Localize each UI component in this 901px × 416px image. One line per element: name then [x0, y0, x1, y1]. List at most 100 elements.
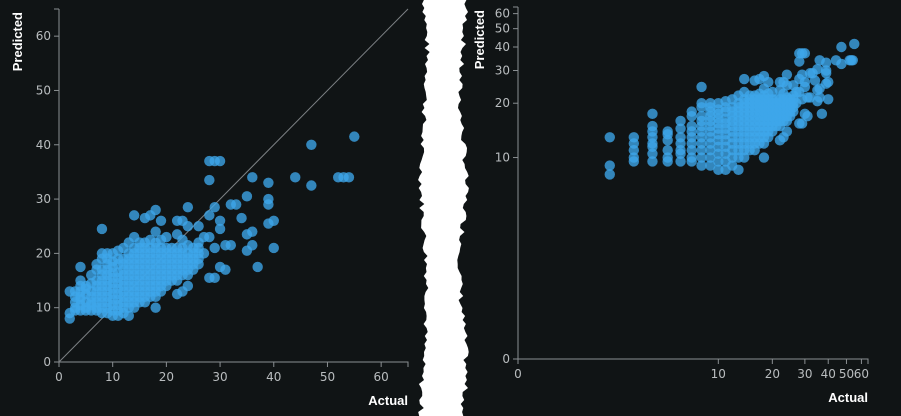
data-point — [230, 199, 242, 210]
data-point — [820, 65, 832, 76]
x-tick-label: 50 — [320, 370, 335, 384]
data-point — [799, 48, 811, 59]
data-point — [214, 223, 226, 235]
x-tick-label: 10 — [711, 367, 726, 381]
data-point — [647, 108, 658, 120]
x-tick-label: 40 — [821, 367, 836, 381]
data-point — [241, 191, 253, 202]
data-point — [781, 126, 793, 137]
data-point — [739, 152, 750, 163]
data-point — [128, 210, 140, 221]
data-point — [75, 261, 86, 273]
data-point — [204, 231, 215, 243]
data-point — [696, 98, 707, 109]
data-point — [268, 215, 279, 226]
data-point — [343, 172, 355, 183]
data-point — [802, 110, 813, 122]
data-point — [647, 120, 658, 132]
data-point — [705, 152, 716, 163]
data-point — [733, 164, 744, 176]
data-point — [675, 132, 686, 143]
data-point — [686, 152, 697, 163]
x-tick-label: 30 — [212, 370, 227, 384]
data-point — [809, 75, 821, 86]
data-point — [696, 160, 707, 171]
y-tick-label: 50 — [495, 22, 510, 36]
data-point — [686, 106, 697, 117]
data-point — [306, 180, 317, 191]
data-point — [796, 118, 808, 129]
data-point — [252, 261, 263, 273]
data-point — [696, 81, 707, 93]
data-point — [823, 94, 834, 105]
data-point — [247, 240, 258, 251]
data-point — [161, 231, 172, 243]
data-point — [290, 172, 301, 183]
x-tick-label: 40 — [266, 370, 281, 384]
data-point — [96, 223, 108, 235]
y-tick-label: 20 — [495, 96, 510, 110]
data-point — [604, 132, 615, 143]
data-point — [849, 38, 860, 50]
scatter-symlog: 0 10 20 30 40 50 600102030405060ActualPredicte… — [472, 6, 869, 405]
data-point — [794, 56, 805, 67]
data-point — [349, 131, 360, 142]
y-tick-label: 50 — [36, 83, 51, 97]
data-point — [247, 226, 258, 237]
data-point — [675, 123, 686, 134]
data-point — [155, 215, 167, 226]
data-point — [182, 202, 194, 213]
x-tick-label: 60 — [374, 370, 389, 384]
y-tick-label: 30 — [36, 192, 51, 206]
data-point — [263, 193, 274, 205]
data-point — [696, 110, 707, 122]
data-point — [236, 212, 247, 224]
y-tick-label: 60 — [495, 7, 510, 21]
axis-lines — [58, 9, 409, 367]
axis-lines — [517, 7, 869, 364]
data-point — [150, 226, 161, 237]
data-point — [306, 139, 317, 150]
data-point — [220, 264, 231, 275]
data-point — [247, 172, 258, 183]
data-point — [713, 164, 724, 176]
data-point — [214, 155, 226, 167]
data-point — [604, 160, 615, 171]
data-point — [182, 280, 194, 292]
x-tick-label: 0 — [514, 367, 522, 381]
data-point — [150, 204, 161, 216]
data-point — [204, 174, 215, 186]
y-axis-title: Predicted — [10, 12, 25, 71]
data-point — [204, 210, 215, 221]
data-point — [713, 156, 724, 167]
data-point — [823, 76, 834, 88]
data-point — [836, 41, 847, 53]
data-point — [209, 272, 220, 284]
y-tick-label: 0 — [43, 355, 51, 369]
data-point — [836, 58, 847, 70]
y-tick-label: 10 — [495, 151, 510, 165]
x-axis-title: Actual — [828, 390, 868, 405]
data-point — [686, 120, 697, 132]
torn-paper-divider — [418, 0, 469, 416]
x-tick-label: 20 — [159, 370, 174, 384]
data-point — [225, 240, 237, 251]
data-point — [739, 73, 750, 85]
data-point — [662, 152, 673, 163]
data-point — [268, 242, 279, 254]
y-tick-label: 0 — [502, 352, 510, 366]
data-point — [628, 152, 640, 163]
data-point — [628, 132, 640, 143]
x-tick-label: 50 — [839, 367, 854, 381]
data-point — [847, 55, 858, 66]
data-point — [705, 98, 716, 109]
data-point — [604, 169, 615, 180]
data-point — [763, 76, 774, 88]
x-tick-label: 20 — [765, 367, 780, 381]
y-tick-label: 40 — [495, 40, 510, 54]
data-point — [123, 310, 134, 322]
data-point — [193, 221, 204, 232]
y-tick-label: 20 — [36, 246, 51, 260]
x-tick-label: 60 — [854, 367, 869, 381]
